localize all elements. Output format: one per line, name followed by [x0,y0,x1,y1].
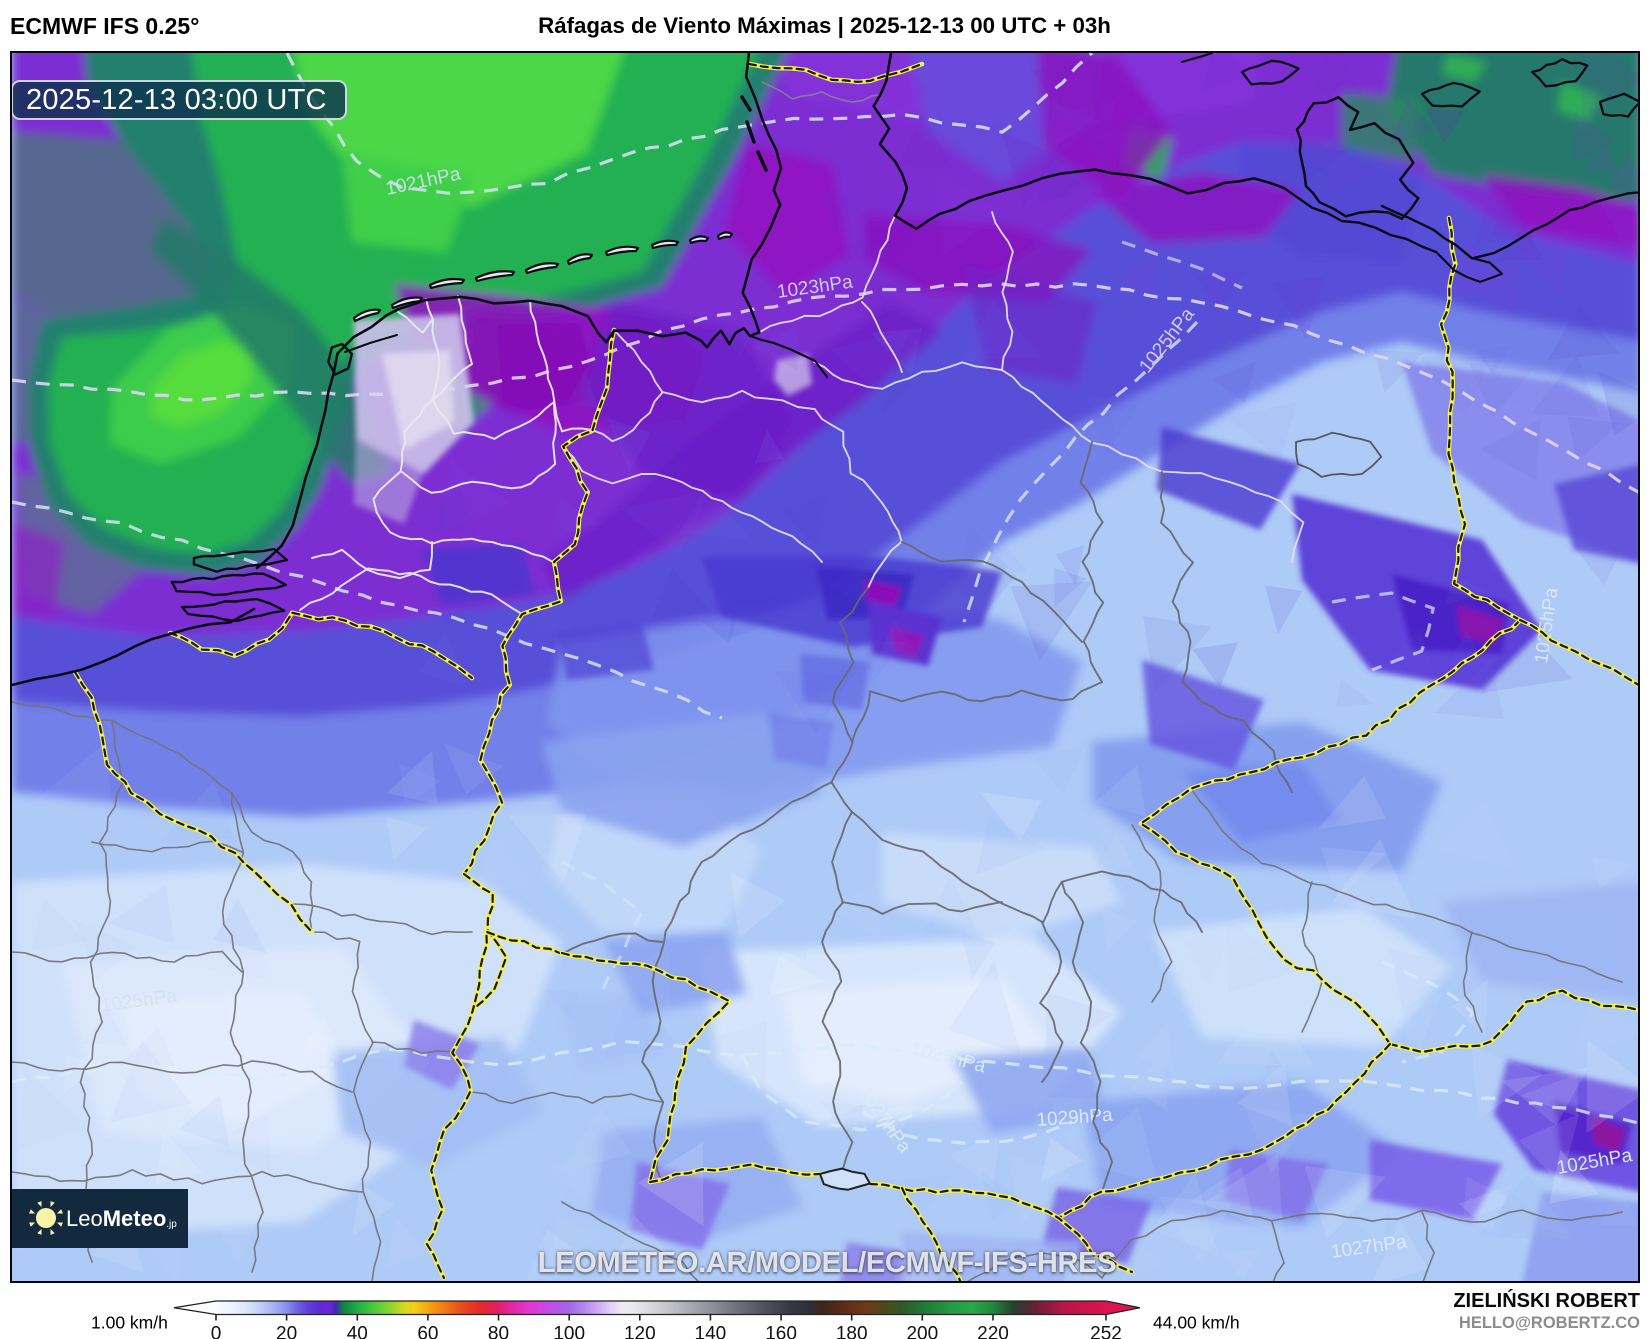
svg-text:0: 0 [211,1324,222,1339]
svg-text:140: 140 [695,1324,727,1339]
svg-text:1.00 km/h: 1.00 km/h [91,1313,168,1333]
svg-text:160: 160 [765,1324,797,1339]
svg-text:200: 200 [906,1324,938,1339]
svg-text:100: 100 [553,1324,585,1339]
svg-text:252: 252 [1090,1324,1122,1339]
svg-text:220: 220 [977,1324,1009,1339]
svg-text:40: 40 [347,1324,368,1339]
svg-text:44.00 km/h: 44.00 km/h [1153,1313,1240,1333]
svg-text:120: 120 [624,1324,656,1339]
svg-text:60: 60 [417,1324,438,1339]
svg-text:180: 180 [836,1324,868,1339]
svg-text:80: 80 [488,1324,509,1339]
svg-text:LeoMeteo.jp: LeoMeteo.jp [66,1206,177,1231]
svg-text:20: 20 [276,1324,297,1339]
